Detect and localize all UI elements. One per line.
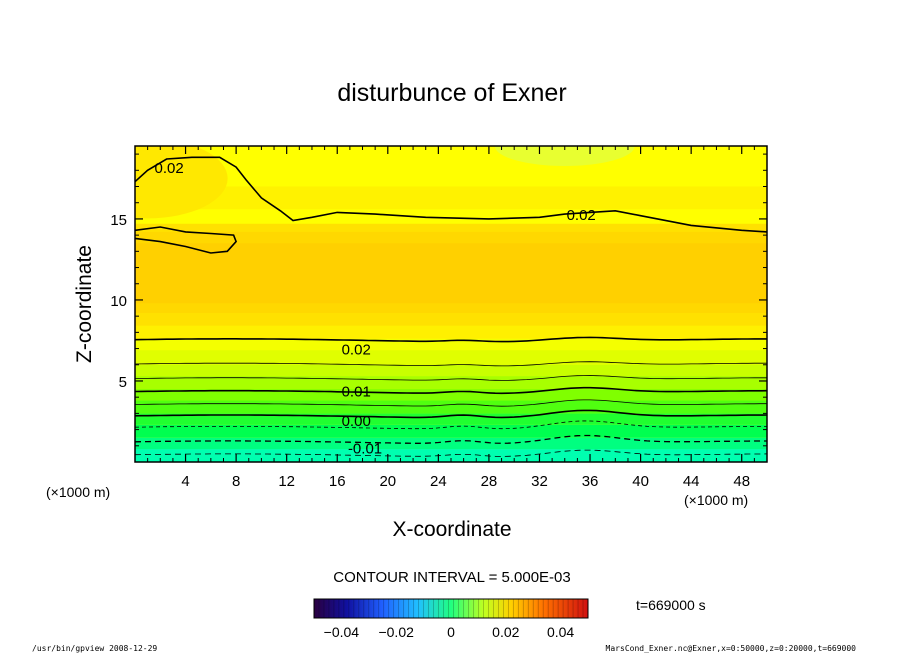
contour-band — [135, 376, 767, 390]
x-tick-label: 44 — [683, 473, 700, 490]
x-tick-label: 16 — [329, 473, 346, 490]
footer-right: MarsCond_Exner.nc@Exner,x=0:50000,z=0:20… — [606, 644, 857, 653]
contour-line — [135, 375, 767, 381]
x-tick-label: 40 — [632, 473, 649, 490]
contour-interval-label: CONTOUR INTERVAL = 5.000E-03 — [333, 569, 570, 586]
contour-line — [135, 386, 767, 395]
contour-labels: 0.02 0.02 0.02 0.01 0.00 -0.01 — [155, 160, 596, 457]
colorbar-gradient — [313, 598, 589, 619]
x-tick-label: 24 — [430, 473, 447, 490]
contour-line — [135, 226, 238, 254]
x-unit-label: (×1000 m) — [684, 492, 748, 508]
colorbar-tick-label: 0.02 — [492, 624, 519, 640]
contour-band — [135, 364, 767, 377]
contour-label: 0.02 — [155, 160, 184, 177]
x-tick-label: 20 — [379, 473, 396, 490]
contour-band — [135, 243, 767, 304]
colorbar-tick-label: 0 — [447, 624, 455, 640]
y-tick-label: 5 — [119, 374, 127, 391]
contour-line — [135, 434, 767, 444]
contour-band — [135, 389, 767, 401]
contour-lines — [135, 156, 767, 457]
contour-line — [135, 361, 767, 367]
contour-label: 0.00 — [342, 413, 371, 430]
colorbar-ticks: −0.04 −0.02 0 0.02 0.04 — [324, 624, 575, 640]
x-tick-label: 4 — [181, 473, 189, 490]
filled-contours — [135, 146, 767, 462]
x-tick-label: 32 — [531, 473, 548, 490]
contour-band — [135, 437, 767, 450]
contour-band — [135, 325, 767, 339]
colorbar-tick-label: −0.04 — [324, 624, 360, 640]
contour-band — [135, 424, 767, 438]
contour-line — [135, 156, 767, 233]
colorbar-stripes — [318, 599, 584, 618]
y-axis-label: Z-coordinate — [73, 245, 96, 363]
contour-band — [135, 350, 767, 365]
contour-band — [135, 146, 228, 219]
x-tick-label: 28 — [481, 473, 498, 490]
x-tick-label: 36 — [582, 473, 599, 490]
contour-band — [135, 338, 767, 351]
contour-line — [135, 420, 767, 430]
time-label: t=669000 s — [636, 597, 706, 613]
contour-line — [135, 409, 767, 419]
contour-line — [135, 449, 767, 457]
contour-band — [135, 400, 767, 414]
contour-band — [135, 413, 767, 425]
x-tick-label: 12 — [278, 473, 295, 490]
contour-band — [135, 449, 767, 462]
contour-line — [135, 336, 767, 343]
contour-label: -0.01 — [348, 440, 382, 457]
colorbar-tick-label: 0.04 — [547, 624, 574, 640]
colorbar-tick-label: −0.02 — [378, 624, 414, 640]
chart-title: disturbunce of Exner — [337, 79, 566, 107]
x-tick-label: 8 — [232, 473, 240, 490]
contour-line — [135, 399, 767, 407]
footer-left: /usr/bin/gpview 2008-12-29 — [32, 644, 157, 653]
x-axis-label: X-coordinate — [392, 518, 511, 541]
contour-label: 0.02 — [342, 342, 371, 359]
y-tick-label: 10 — [110, 293, 127, 310]
y-tick-label: 15 — [110, 212, 127, 229]
contour-label: 0.01 — [342, 384, 371, 401]
contour-band — [494, 146, 635, 166]
y-unit-label: (×1000 m) — [46, 484, 110, 500]
x-tick-label: 48 — [733, 473, 750, 490]
contour-label: 0.02 — [567, 207, 596, 224]
colorbar — [313, 598, 589, 619]
contour-band — [135, 186, 767, 210]
